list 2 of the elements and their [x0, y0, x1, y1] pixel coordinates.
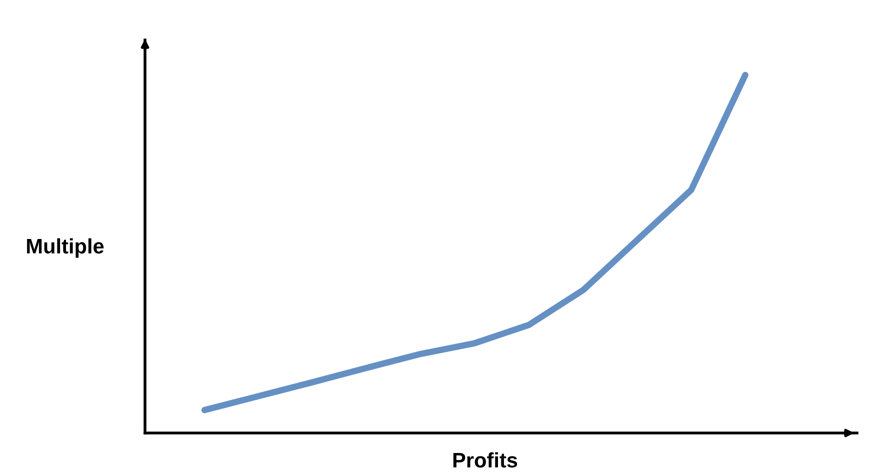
x-axis-title: Profits	[453, 452, 518, 468]
y-axis-title: Multiple	[27, 238, 104, 258]
